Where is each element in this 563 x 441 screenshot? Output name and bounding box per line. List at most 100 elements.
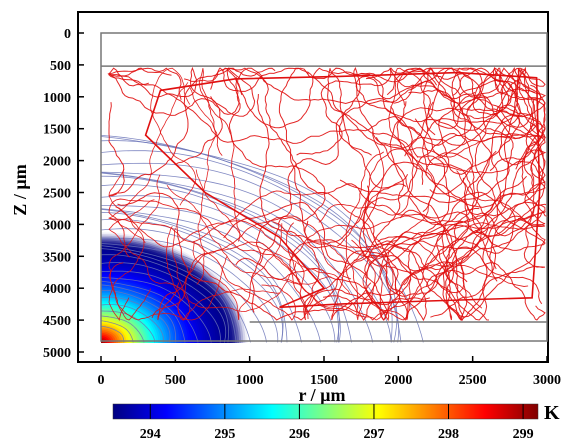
streamline (195, 169, 351, 294)
streamline (342, 66, 527, 208)
x-axis-ticks: 0 500 1000 1500 2000 2500 3000 (98, 356, 561, 388)
y-axis-ticks: 0 500 1000 1500 2000 2500 3000 3500 4000 4500 5000 (43, 27, 84, 361)
streamline (108, 199, 191, 321)
x-tick-label: 1000 (236, 373, 264, 388)
streamline (296, 67, 535, 156)
isotherm-line (101, 315, 145, 343)
streamline (289, 215, 497, 286)
x-tick-label: 2000 (384, 373, 412, 388)
y-tick-label: 500 (50, 59, 71, 74)
streamline (107, 82, 189, 244)
isotherm-line (101, 320, 134, 343)
streamline (441, 128, 514, 321)
colorbar-tick-label: 298 (438, 427, 459, 441)
y-tick-label: 3000 (43, 218, 71, 233)
streamline (235, 211, 546, 306)
isotherm-line (101, 280, 199, 343)
streamline (109, 217, 296, 321)
streamline (403, 170, 546, 286)
streamline (166, 184, 332, 285)
y-tick-label: 2000 (43, 155, 71, 170)
isotherm-line (101, 171, 392, 343)
colorbar: 294 295 296 297 298 299 K (112, 402, 560, 441)
streamline (108, 174, 161, 321)
streamline (222, 67, 474, 195)
x-tick-label: 0 (98, 373, 105, 388)
domain-boundary (100, 32, 548, 342)
streamline (117, 192, 456, 321)
x-tick-label: 500 (165, 373, 186, 388)
y-tick-label: 1500 (43, 123, 71, 138)
isotherm-line (101, 284, 186, 343)
streamline (223, 201, 480, 322)
streamlines (107, 66, 548, 322)
x-tick-label: 1500 (310, 373, 338, 388)
streamline (323, 219, 546, 321)
isotherm-line (101, 135, 402, 343)
streamline (408, 196, 546, 322)
streamline (165, 226, 281, 321)
streamline (307, 68, 520, 149)
streamline (237, 67, 471, 222)
isotherm-line (101, 290, 176, 343)
streamline (365, 67, 520, 175)
streamline (144, 71, 541, 309)
streamline (228, 76, 326, 313)
streamline (192, 223, 283, 321)
x-tick-label: 3000 (533, 373, 561, 388)
isotherm-line (101, 243, 267, 343)
colorbar-tick-label: 295 (214, 427, 235, 441)
streamline (466, 67, 547, 138)
streamline (183, 67, 476, 100)
colorbar-tick-label: 294 (140, 427, 161, 441)
colorbar-tick-label: 299 (513, 427, 534, 441)
streamline (108, 67, 276, 197)
streamline (286, 222, 470, 321)
isotherm-line (101, 175, 340, 343)
temperature-field (101, 232, 248, 343)
streamline (355, 67, 514, 146)
streamline (115, 206, 309, 320)
streamline (364, 101, 489, 279)
streamline (327, 68, 483, 287)
colorbar-tick-label: 296 (289, 427, 310, 441)
colorbar-ticks: 294 295 296 297 298 299 (140, 404, 534, 441)
streamline (390, 106, 546, 318)
isotherm-line (101, 150, 398, 343)
streamline (289, 137, 464, 321)
plot-area: 0500100015002000250030003500400045005000… (43, 11, 561, 388)
streamline (408, 67, 546, 172)
streamline (339, 152, 546, 251)
y-tick-label: 0 (64, 27, 71, 42)
colorbar-tick-label: 297 (363, 427, 384, 441)
streamline (150, 67, 197, 206)
isotherm-line (101, 228, 284, 343)
isotherm-line (101, 304, 164, 343)
streamline (304, 101, 436, 311)
streamline (107, 66, 223, 166)
colorbar-unit: K (544, 402, 560, 424)
streamline (151, 215, 352, 319)
streamline (362, 235, 483, 321)
isotherm-line (101, 326, 125, 343)
streamline (278, 67, 451, 258)
streamline (353, 67, 546, 261)
colorbar-gradient (112, 403, 539, 420)
streamline (108, 168, 145, 322)
isotherm-line (101, 254, 230, 343)
isotherm-line (101, 296, 171, 343)
streamline (358, 161, 427, 322)
streamline (198, 68, 241, 242)
y-tick-label: 2500 (43, 187, 71, 202)
y-axis-title: Z / µm (10, 164, 30, 215)
isotherm-line (101, 211, 288, 343)
y-tick-label: 4500 (43, 314, 71, 329)
x-axis-title: r / µm (298, 385, 345, 405)
streamline (318, 67, 421, 223)
streamline (285, 264, 529, 321)
streamline (331, 246, 543, 321)
streamline (345, 151, 385, 321)
y-tick-label: 4000 (43, 282, 71, 297)
streamline (192, 190, 399, 293)
